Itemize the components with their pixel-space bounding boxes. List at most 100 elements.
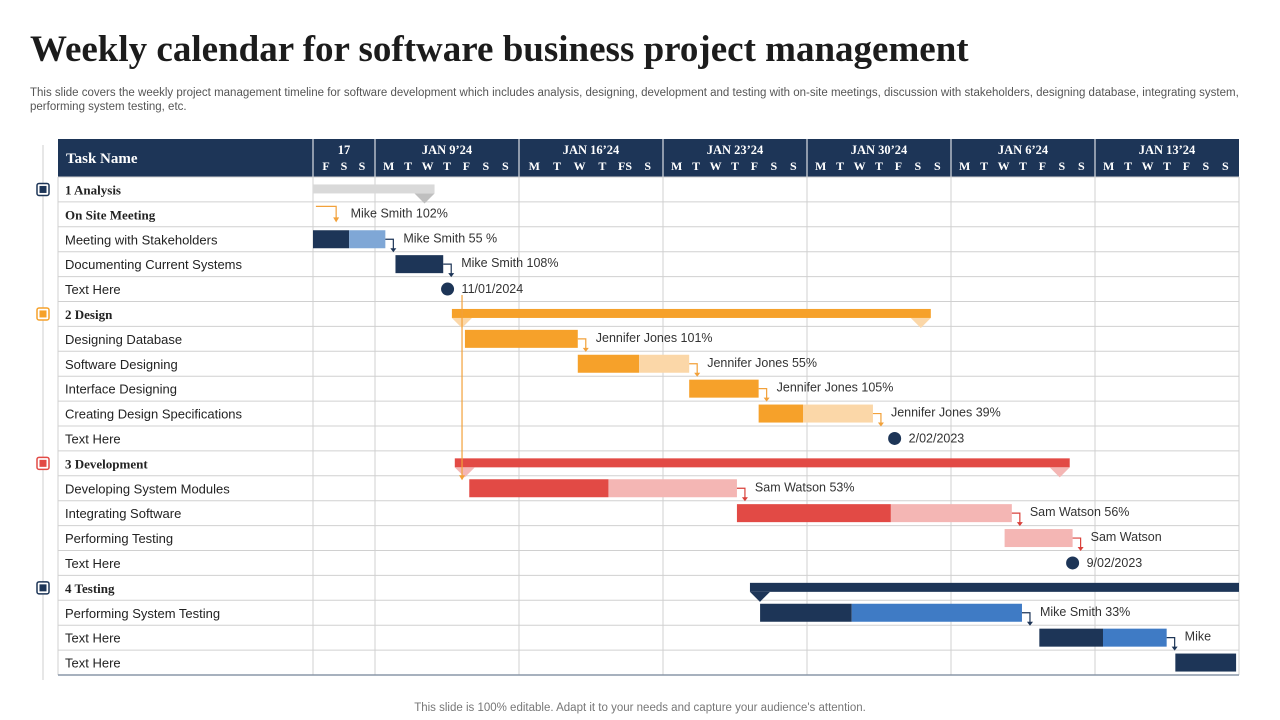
- day-label: S: [915, 159, 922, 173]
- task-name: On Site Meeting: [65, 207, 156, 222]
- week-label: JAN 16’24: [563, 143, 620, 157]
- group-marker: [39, 584, 47, 592]
- dependency-arrow: [459, 475, 466, 481]
- connector-arrow: [582, 347, 589, 352]
- task-name: Text Here: [65, 556, 121, 571]
- task-bar-remaining: [803, 404, 873, 423]
- group-end-triangle: [910, 317, 931, 328]
- milestone-label: 9/02/2023: [1087, 556, 1143, 570]
- task-connector: [443, 263, 452, 275]
- day-label: T: [553, 159, 561, 173]
- task-bar-remaining: [1102, 628, 1167, 647]
- day-label: S: [1078, 159, 1085, 173]
- day-label: W: [1142, 159, 1154, 173]
- connector-arrow: [1171, 646, 1178, 651]
- task-connector: [1011, 512, 1021, 524]
- week-label: JAN 30’24: [851, 143, 908, 157]
- task-name: Interface Designing: [65, 382, 177, 397]
- day-label: T: [731, 159, 739, 173]
- connector-arrow: [1016, 522, 1023, 527]
- task-bar-done: [760, 603, 852, 622]
- day-label: F: [895, 159, 902, 173]
- task-label: Mike Smith 55 %: [403, 231, 497, 245]
- day-label: T: [692, 159, 700, 173]
- day-label: S: [934, 159, 941, 173]
- milestone-dot: [1066, 556, 1080, 570]
- task-name: 1 Analysis: [65, 182, 121, 197]
- connector-arrow: [741, 497, 748, 502]
- task-label: Jennifer Jones 39%: [891, 406, 1001, 420]
- day-label: FS: [618, 159, 632, 173]
- group-end-triangle: [1049, 467, 1070, 478]
- task-connector: [385, 238, 394, 250]
- task-name: 4 Testing: [65, 581, 115, 596]
- task-bar-done: [469, 479, 609, 498]
- task-connector: [689, 363, 698, 374]
- group-start-triangle: [454, 467, 475, 478]
- task-name: Designing Database: [65, 332, 182, 347]
- group-marker: [39, 310, 47, 318]
- day-label: S: [771, 159, 778, 173]
- day-label: W: [574, 159, 586, 173]
- task-name: 3 Development: [65, 456, 148, 471]
- task-connector: [872, 412, 882, 424]
- header-bar: [58, 139, 1239, 177]
- week-label: JAN 13’24: [1139, 143, 1196, 157]
- connector-arrow: [333, 217, 340, 223]
- day-label: T: [836, 159, 844, 173]
- task-name: 2 Design: [65, 307, 113, 322]
- task-label: Mike Smith 108%: [461, 256, 558, 270]
- task-label: Sam Watson 53%: [755, 480, 855, 494]
- group-marker: [39, 459, 47, 467]
- task-bar-remaining: [1004, 529, 1073, 548]
- day-label: T: [443, 159, 451, 173]
- group-summary-bar: [313, 184, 435, 194]
- task-connector: [736, 487, 746, 499]
- day-label: M: [959, 159, 970, 173]
- day-label: W: [422, 159, 434, 173]
- task-bar-remaining: [890, 504, 1012, 523]
- task-bar-done: [313, 230, 350, 249]
- task-name: Performing Testing: [65, 531, 173, 546]
- page-description: This slide covers the weekly project man…: [30, 87, 1239, 113]
- task-bar-remaining: [851, 603, 1022, 622]
- day-label: S: [1203, 159, 1210, 173]
- milestone-label: 2/02/2023: [909, 431, 965, 445]
- day-label: T: [875, 159, 883, 173]
- milestone-dot: [441, 282, 455, 296]
- footer-note: This slide is 100% editable. Adapt it to…: [414, 702, 866, 714]
- task-name: Creating Design Specifications: [65, 407, 243, 422]
- task-name: Text Here: [65, 431, 121, 446]
- task-name: Performing System Testing: [65, 606, 220, 621]
- day-label: T: [1124, 159, 1132, 173]
- task-name: Developing System Modules: [65, 481, 230, 496]
- day-label: T: [598, 159, 606, 173]
- task-connector: [758, 388, 768, 399]
- task-bar-done: [464, 329, 578, 348]
- page-title: Weekly calendar for software business pr…: [30, 29, 969, 70]
- day-label: T: [1019, 159, 1027, 173]
- task-bar-done: [1039, 628, 1103, 647]
- task-name-header: Task Name: [66, 151, 138, 167]
- task-bar-done: [1175, 653, 1237, 672]
- day-label: M: [1103, 159, 1114, 173]
- task-bar-done: [577, 354, 640, 373]
- group-summary-bar: [749, 582, 1239, 592]
- task-label: Jennifer Jones 101%: [596, 331, 713, 345]
- task-name: Text Here: [65, 282, 121, 297]
- group-summary-bar: [451, 308, 931, 318]
- day-label: S: [359, 159, 366, 173]
- day-label: S: [341, 159, 348, 173]
- task-bar-done: [736, 504, 891, 523]
- task-name: Text Here: [65, 656, 121, 671]
- group-marker: [39, 185, 47, 193]
- connector-arrow: [448, 273, 455, 278]
- milestone-label: 11/01/2024: [462, 282, 524, 296]
- task-label: Sam Watson 56%: [1030, 505, 1130, 519]
- task-connector: [1166, 637, 1176, 648]
- task-bar-done: [689, 379, 759, 398]
- day-label: F: [1039, 159, 1046, 173]
- connector-arrow: [390, 248, 397, 253]
- task-label: Mike Smith 33%: [1040, 605, 1130, 619]
- group-end-triangle: [414, 193, 435, 204]
